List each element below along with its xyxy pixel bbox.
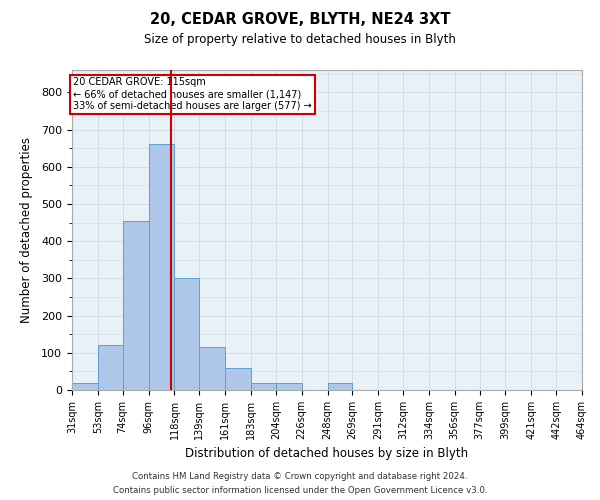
- Y-axis label: Number of detached properties: Number of detached properties: [20, 137, 33, 323]
- Text: Contains public sector information licensed under the Open Government Licence v3: Contains public sector information licen…: [113, 486, 487, 495]
- Bar: [225, 368, 251, 390]
- Text: Contains HM Land Registry data © Crown copyright and database right 2024.: Contains HM Land Registry data © Crown c…: [132, 472, 468, 481]
- X-axis label: Distribution of detached houses by size in Blyth: Distribution of detached houses by size …: [185, 448, 469, 460]
- Bar: [149, 144, 175, 390]
- Bar: [175, 278, 199, 390]
- Bar: [122, 220, 149, 390]
- Bar: [199, 347, 225, 390]
- Text: 20, CEDAR GROVE, BLYTH, NE24 3XT: 20, CEDAR GROVE, BLYTH, NE24 3XT: [150, 12, 450, 28]
- Bar: [276, 382, 302, 390]
- Bar: [251, 382, 276, 390]
- Bar: [98, 346, 122, 390]
- Text: Size of property relative to detached houses in Blyth: Size of property relative to detached ho…: [144, 32, 456, 46]
- Bar: [72, 382, 98, 390]
- Text: 20 CEDAR GROVE: 115sqm
← 66% of detached houses are smaller (1,147)
33% of semi-: 20 CEDAR GROVE: 115sqm ← 66% of detached…: [73, 78, 312, 110]
- Bar: [328, 382, 352, 390]
